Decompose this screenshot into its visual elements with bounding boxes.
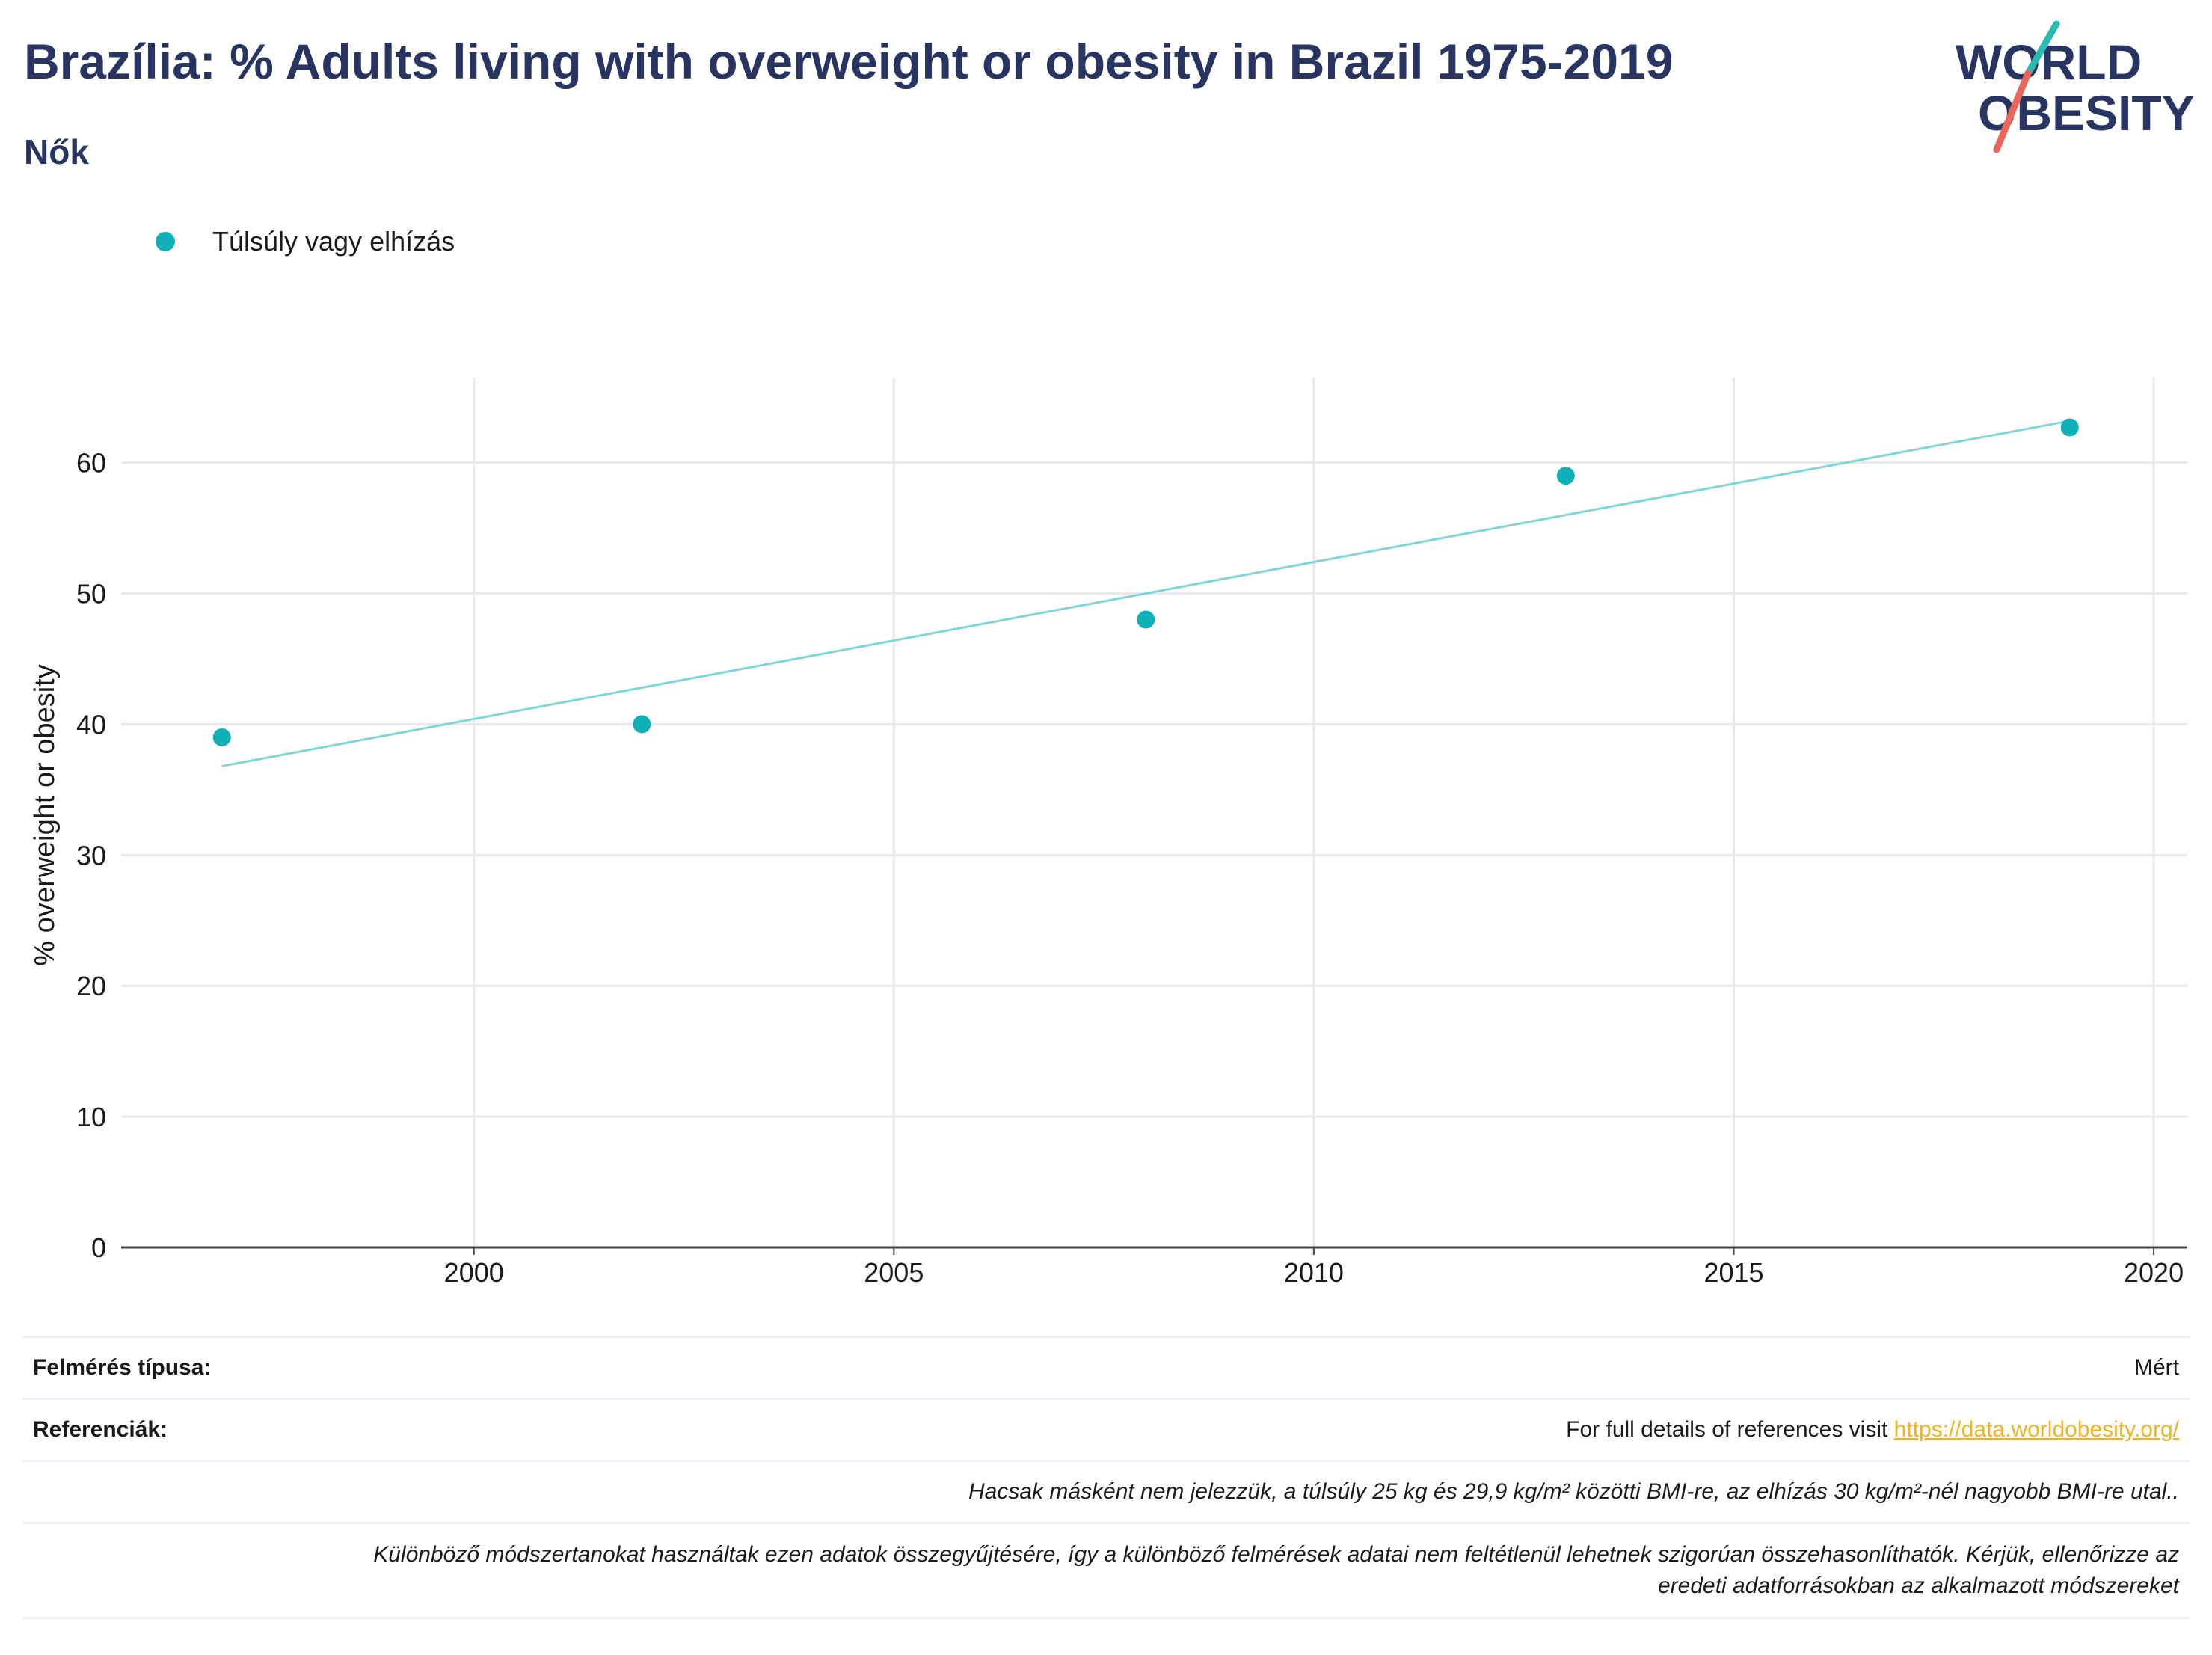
y-tick-label: 60 <box>76 448 106 479</box>
x-tick-label: 2005 <box>864 1257 924 1288</box>
methodology-note-row: Különböző módszertanokat használtak ezen… <box>22 1522 2190 1619</box>
x-tick-label: 2020 <box>2124 1257 2184 1288</box>
y-tick-label: 0 <box>91 1232 106 1263</box>
y-tick-label: 40 <box>76 709 106 740</box>
references-row: Referenciák: For full details of referen… <box>22 1398 2190 1460</box>
footer-table: Felmérés típusa: Mért Referenciák: For f… <box>22 1336 2190 1619</box>
data-point[interactable] <box>633 715 651 734</box>
chart: 0 10 20 30 40 50 60 2000 2005 2010 2015 2020 % over… <box>29 378 2187 1288</box>
references-value: For full details of references visit htt… <box>1566 1417 2179 1443</box>
survey-type-row: Felmérés típusa: Mért <box>22 1336 2190 1398</box>
y-tick-label: 10 <box>76 1102 106 1132</box>
definition-note-row: Hacsak másként nem jelezzük, a túlsúly 2… <box>22 1460 2190 1522</box>
references-link[interactable]: https://data.worldobesity.org/ <box>1893 1417 2179 1442</box>
data-point[interactable] <box>2060 418 2079 437</box>
legend-label: Túlsúly vagy elhízás <box>212 226 455 257</box>
chart-title: Brazília: % Adults living with overweigh… <box>24 34 1674 89</box>
grid-layer <box>121 378 2187 1247</box>
references-label: Referenciák: <box>33 1417 168 1442</box>
points-layer <box>212 418 2079 746</box>
legend[interactable]: Túlsúly vagy elhízás <box>156 223 455 260</box>
data-point[interactable] <box>212 728 231 746</box>
survey-type-value: Mért <box>2134 1355 2179 1380</box>
references-text: For full details of references visit <box>1566 1417 1894 1442</box>
logo-slash-teal <box>2024 20 2060 77</box>
y-tick-label: 50 <box>76 579 106 610</box>
y-tick-label: 30 <box>76 840 106 871</box>
methodology-note-line1: Különböző módszertanokat használtak ezen… <box>373 1542 2179 1567</box>
logo-slash-coral <box>1993 70 2032 153</box>
x-tick-label: 2015 <box>1703 1257 1763 1288</box>
definition-note: Hacsak másként nem jelezzük, a túlsúly 2… <box>968 1479 2179 1504</box>
trendline <box>221 420 2071 767</box>
methodology-note: Különböző módszertanokat használtak ezen… <box>373 1539 2179 1602</box>
x-tick-label: 2000 <box>444 1257 504 1288</box>
data-point[interactable] <box>1137 610 1155 629</box>
methodology-note-line2: eredeti adatforrásokban az alkalmazott m… <box>1657 1573 2179 1598</box>
y-tick-label: 20 <box>76 971 106 1001</box>
legend-marker <box>156 232 175 251</box>
y-axis-label: % overweight or obesity <box>29 664 61 965</box>
chart-subtitle: Nők <box>24 132 89 171</box>
world-obesity-logo: WORLD OBESITY <box>1956 20 2195 153</box>
trend-layer <box>221 420 2071 767</box>
axis-layer: 0 10 20 30 40 50 60 2000 2005 2010 2015 2020 <box>76 448 2187 1288</box>
data-point[interactable] <box>1556 467 1575 485</box>
survey-type-label: Felmérés típusa: <box>33 1355 212 1380</box>
x-tick-label: 2010 <box>1284 1257 1344 1288</box>
